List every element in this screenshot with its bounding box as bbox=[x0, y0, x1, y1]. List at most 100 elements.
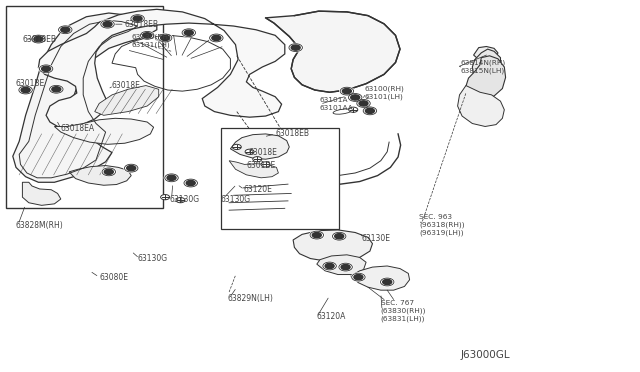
Circle shape bbox=[184, 30, 193, 35]
Polygon shape bbox=[266, 11, 400, 92]
Circle shape bbox=[184, 179, 198, 187]
Circle shape bbox=[167, 175, 176, 180]
Polygon shape bbox=[472, 49, 500, 79]
Polygon shape bbox=[230, 134, 289, 159]
Circle shape bbox=[209, 34, 223, 42]
Circle shape bbox=[380, 278, 394, 286]
Circle shape bbox=[133, 16, 142, 21]
Polygon shape bbox=[474, 46, 498, 61]
Circle shape bbox=[42, 66, 51, 71]
Polygon shape bbox=[293, 230, 372, 261]
Circle shape bbox=[176, 198, 185, 203]
Circle shape bbox=[31, 35, 45, 43]
Text: 63814N(RH)
63815N(LH): 63814N(RH) 63815N(LH) bbox=[461, 60, 506, 74]
Text: 63828M(RH): 63828M(RH) bbox=[16, 221, 64, 230]
Polygon shape bbox=[95, 86, 159, 115]
Text: 63130E: 63130E bbox=[362, 234, 390, 243]
Circle shape bbox=[325, 263, 334, 269]
Circle shape bbox=[19, 86, 33, 94]
Circle shape bbox=[182, 29, 196, 37]
Circle shape bbox=[245, 149, 254, 154]
Text: SEC. 767
(63830(RH))
(63831(LH)): SEC. 767 (63830(RH)) (63831(LH)) bbox=[381, 299, 426, 322]
Circle shape bbox=[383, 279, 392, 285]
FancyBboxPatch shape bbox=[221, 128, 339, 229]
Circle shape bbox=[291, 45, 300, 50]
Polygon shape bbox=[229, 161, 278, 178]
Text: 63018E: 63018E bbox=[248, 148, 277, 157]
Polygon shape bbox=[22, 182, 61, 205]
Text: 63018EB: 63018EB bbox=[22, 35, 56, 44]
Text: 63130G: 63130G bbox=[170, 195, 200, 203]
Text: 63018E: 63018E bbox=[112, 81, 141, 90]
Circle shape bbox=[158, 34, 172, 42]
Circle shape bbox=[332, 232, 346, 240]
Text: 63018EA: 63018EA bbox=[61, 124, 95, 133]
Circle shape bbox=[261, 162, 270, 167]
Circle shape bbox=[124, 164, 138, 172]
Polygon shape bbox=[458, 86, 504, 126]
Circle shape bbox=[323, 262, 337, 270]
Circle shape bbox=[342, 89, 351, 94]
Circle shape bbox=[49, 85, 63, 93]
Text: 63120E: 63120E bbox=[243, 185, 272, 194]
Circle shape bbox=[356, 99, 371, 108]
Circle shape bbox=[339, 263, 353, 271]
Polygon shape bbox=[54, 118, 154, 144]
Circle shape bbox=[143, 33, 152, 38]
Circle shape bbox=[335, 234, 344, 239]
Circle shape bbox=[310, 231, 324, 239]
Circle shape bbox=[161, 35, 170, 41]
Text: 63080E: 63080E bbox=[99, 273, 128, 282]
Circle shape bbox=[103, 22, 112, 27]
Circle shape bbox=[351, 95, 360, 100]
Circle shape bbox=[232, 144, 241, 150]
Polygon shape bbox=[69, 166, 131, 185]
Circle shape bbox=[363, 107, 377, 115]
Circle shape bbox=[186, 180, 195, 186]
Text: 63018EB: 63018EB bbox=[275, 129, 309, 138]
FancyBboxPatch shape bbox=[6, 6, 163, 208]
Circle shape bbox=[351, 273, 365, 281]
Text: J63000GL: J63000GL bbox=[461, 350, 511, 360]
Text: 6301BE: 6301BE bbox=[16, 79, 45, 88]
Circle shape bbox=[58, 26, 72, 34]
Text: 6301BE: 6301BE bbox=[246, 161, 276, 170]
Text: 63120A: 63120A bbox=[317, 312, 346, 321]
Circle shape bbox=[52, 87, 61, 92]
Circle shape bbox=[21, 87, 30, 93]
Circle shape bbox=[102, 168, 116, 176]
Circle shape bbox=[348, 93, 362, 102]
Polygon shape bbox=[351, 266, 410, 290]
Circle shape bbox=[253, 157, 262, 162]
Text: 63101A
63101AA: 63101A 63101AA bbox=[320, 97, 354, 111]
Circle shape bbox=[341, 264, 350, 270]
Circle shape bbox=[100, 20, 115, 28]
Polygon shape bbox=[317, 255, 366, 275]
Circle shape bbox=[340, 87, 354, 95]
Circle shape bbox=[212, 35, 221, 41]
Circle shape bbox=[104, 169, 113, 174]
Text: 63829N(LH): 63829N(LH) bbox=[227, 294, 273, 303]
Polygon shape bbox=[466, 56, 506, 100]
Circle shape bbox=[359, 101, 368, 106]
Polygon shape bbox=[38, 9, 285, 127]
Circle shape bbox=[127, 166, 136, 171]
Text: SEC. 963
(96318(RH))
(96319(LH)): SEC. 963 (96318(RH)) (96319(LH)) bbox=[419, 214, 465, 236]
Text: 63130(RH)
63131(LH): 63130(RH) 63131(LH) bbox=[131, 34, 171, 48]
Circle shape bbox=[312, 232, 321, 238]
Circle shape bbox=[289, 44, 303, 52]
Text: 63100(RH)
63101(LH): 63100(RH) 63101(LH) bbox=[365, 86, 404, 100]
Circle shape bbox=[39, 65, 53, 73]
Circle shape bbox=[164, 174, 179, 182]
Circle shape bbox=[349, 107, 358, 112]
Polygon shape bbox=[13, 13, 157, 182]
Circle shape bbox=[354, 275, 363, 280]
Circle shape bbox=[34, 36, 43, 42]
Circle shape bbox=[131, 15, 145, 23]
Text: 63018EB: 63018EB bbox=[125, 20, 159, 29]
Circle shape bbox=[161, 195, 170, 200]
Circle shape bbox=[140, 31, 154, 39]
Text: 63130G: 63130G bbox=[138, 254, 168, 263]
Circle shape bbox=[365, 108, 374, 113]
Text: 63130G: 63130G bbox=[221, 195, 251, 203]
